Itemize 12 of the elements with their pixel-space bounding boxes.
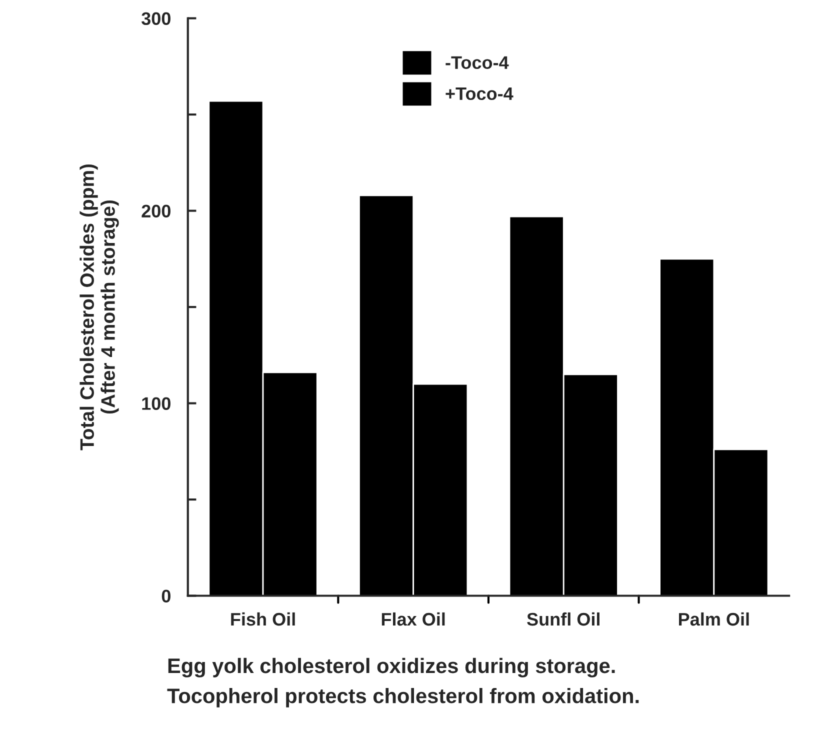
y-axis-title: Total Cholesterol Oxides (ppm) (After 4 month storage): [80, 164, 119, 450]
x-tick-label: Palm Oil: [679, 612, 749, 626]
y-tick-label: 300: [142, 12, 170, 26]
legend-label: -Toco-4: [446, 56, 509, 69]
y-tick-label: 100: [142, 397, 170, 410]
legend-label: +Toco-4: [446, 87, 514, 100]
text: Egg yolk cholesterol oxidizes during storage. Tocopherol protects cholesterol from oxidation.: [167, 658, 639, 708]
y-tick-label: 0: [162, 590, 170, 602]
x-tick-label: Flax Oil: [382, 612, 445, 626]
x-tick-label: Fish Oil: [231, 612, 295, 626]
y-tick-label: 200: [142, 204, 170, 218]
x-tick-label: Sunfl Oil: [527, 612, 600, 626]
